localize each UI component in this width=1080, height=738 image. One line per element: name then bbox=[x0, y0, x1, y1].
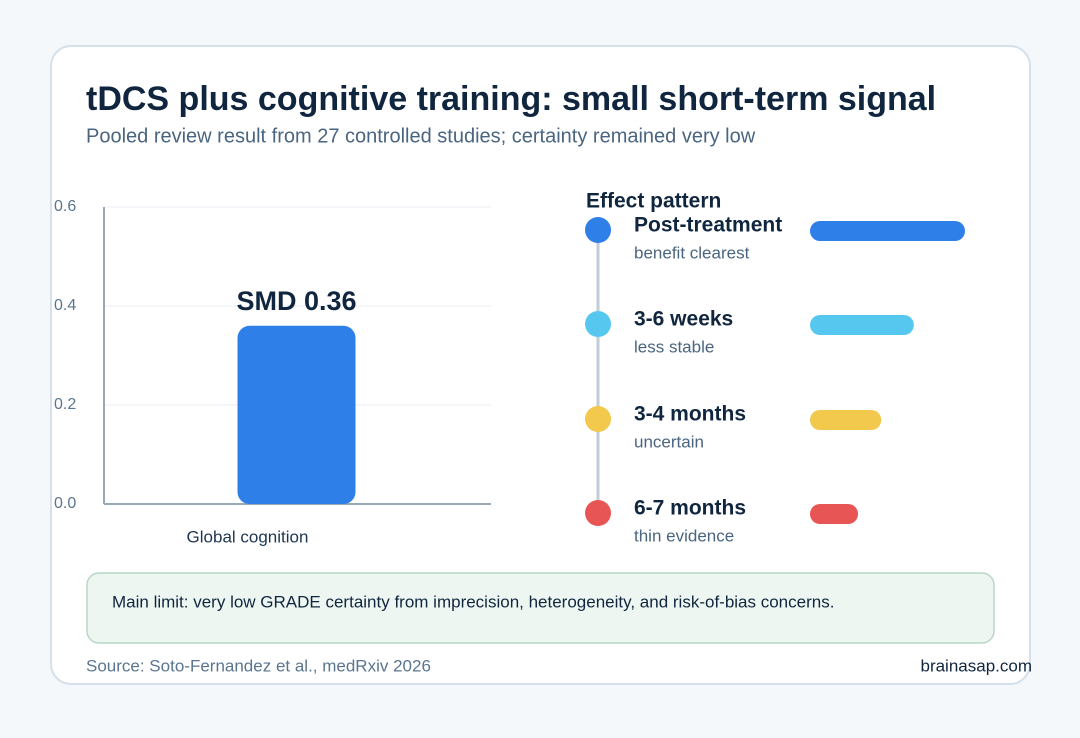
subtitle: Pooled review result from 27 controlled … bbox=[86, 125, 756, 147]
timeline-dot bbox=[585, 217, 611, 243]
strength-bar bbox=[810, 504, 859, 524]
y-tick-label: 0.2 bbox=[54, 396, 76, 413]
chart-title: tDCS plus cognitive training: small shor… bbox=[86, 80, 936, 118]
y-tick-label: 0.6 bbox=[54, 198, 76, 215]
x-tick-label: Global cognition bbox=[187, 527, 309, 546]
source: Source: Soto-Fernandez et al., medRxiv 2… bbox=[86, 656, 431, 675]
note-box bbox=[86, 572, 995, 644]
item-name: Post-treatment bbox=[634, 214, 782, 237]
timeline-dot bbox=[585, 406, 611, 432]
bar bbox=[237, 325, 356, 504]
item-name: 3-4 months bbox=[634, 403, 746, 426]
timeline-dot bbox=[585, 311, 611, 337]
note: Main limit: very low GRADE certainty fro… bbox=[112, 592, 834, 611]
card bbox=[50, 45, 1031, 685]
item-note: thin evidence bbox=[634, 526, 734, 545]
item-name: 6-7 months bbox=[634, 497, 746, 520]
strength-bar bbox=[810, 315, 914, 335]
y-tick-label: 0.0 bbox=[54, 495, 76, 512]
item-note: benefit clearest bbox=[634, 243, 750, 262]
y-tick-label: 0.4 bbox=[54, 297, 76, 314]
item-note: less stable bbox=[634, 337, 714, 356]
value-label: SMD 0.36 bbox=[236, 286, 356, 316]
strength-bar bbox=[810, 221, 965, 241]
brand: brainasap.com bbox=[920, 656, 1032, 675]
item-name: 3-6 weeks bbox=[634, 308, 733, 331]
item-note: uncertain bbox=[634, 432, 704, 451]
timeline-dot bbox=[585, 500, 611, 526]
pattern-title: Effect pattern bbox=[586, 190, 721, 213]
strength-bar bbox=[810, 410, 882, 430]
